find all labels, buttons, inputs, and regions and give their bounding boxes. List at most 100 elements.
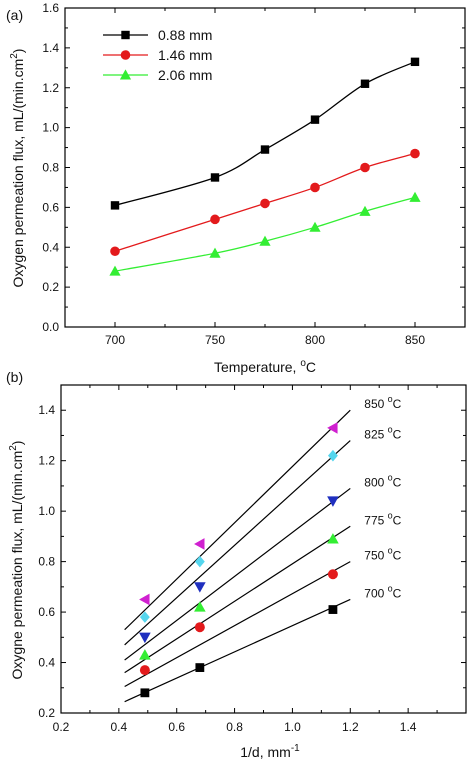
data-point-2-a xyxy=(310,182,320,193)
x-tick-label-b: 0.2 xyxy=(53,720,70,734)
data-point-1-a xyxy=(310,115,320,124)
fit-lines-b xyxy=(124,409,351,703)
data-point-1-b xyxy=(140,688,150,698)
data-point-2-a xyxy=(360,162,370,173)
series-line-1-a xyxy=(114,61,416,207)
legend-marker-2-a xyxy=(120,50,131,60)
x-tick-label-b: 1.4 xyxy=(400,720,417,734)
x-tick-label-a: 850 xyxy=(405,333,425,347)
legend-marker-1-a xyxy=(121,30,130,40)
data-point-6-b xyxy=(327,422,338,434)
temperature-label-5-b: 825 oC xyxy=(364,425,401,442)
data-point-6-b xyxy=(194,538,205,550)
x-axis-label-a: Temperature, oC xyxy=(214,358,316,375)
y-tick-label-a: 1.4 xyxy=(42,41,59,55)
panel-a: (a) Temperature, oC Oxygen permeation fl… xyxy=(6,1,466,375)
data-point-3-b xyxy=(194,601,206,612)
fit-line-1-b xyxy=(124,598,351,703)
data-point-2-b xyxy=(194,622,205,633)
data-point-3-a xyxy=(309,221,321,232)
y-tick-label-a: 1.2 xyxy=(42,81,59,95)
temperature-label-3-b: 775 oC xyxy=(364,510,401,527)
data-point-1-b xyxy=(195,663,205,672)
data-point-2-a xyxy=(410,148,420,159)
legend-label-1-a: 0.88 mm xyxy=(158,27,212,43)
axes-a: 0.0 0.2 0.4 0.6 0.8 1.0 1.2 1.4 1.6 700 750 800 850 xyxy=(42,1,465,347)
x-tick-label-a: 750 xyxy=(205,333,225,347)
data-point-3-a xyxy=(359,205,371,216)
plot-frame-b xyxy=(60,384,467,714)
data-point-1-a xyxy=(360,79,370,88)
y-tick-label-a: 0.8 xyxy=(42,161,59,175)
data-point-3-b xyxy=(327,533,339,544)
y-axis-label-b: Oxygne permeation flux, mL/(min.cm2) xyxy=(8,441,25,680)
legend-a: 0.88 mm 1.46 mm 2.06 mm xyxy=(103,27,212,83)
y-tick-label-b: 1.2 xyxy=(38,454,55,468)
data-point-5-b xyxy=(194,555,205,568)
x-tick-label-b: 1.0 xyxy=(284,720,301,734)
x-tick-label-b: 1.2 xyxy=(342,720,359,734)
x-tick-label-b: 0.8 xyxy=(226,720,243,734)
temperature-labels-b: 700 oC 750 oC 775 oC 800 oC 825 oC 850 oC xyxy=(364,394,401,600)
markers-b xyxy=(139,422,339,698)
y-tick-label-a: 0.0 xyxy=(42,320,59,334)
fit-line-5-b xyxy=(124,440,351,646)
data-point-2-a xyxy=(210,214,220,225)
temperature-label-2-b: 750 oC xyxy=(364,546,401,563)
legend-label-3-a: 2.06 mm xyxy=(158,67,212,83)
data-point-5-b xyxy=(327,449,338,462)
y-tick-label-a: 1.0 xyxy=(42,121,59,135)
data-point-3-a xyxy=(259,235,271,246)
fit-line-4-b xyxy=(124,487,351,661)
data-point-3-b xyxy=(139,649,151,660)
y-tick-label-a: 0.4 xyxy=(42,240,59,254)
x-tick-label-b: 0.6 xyxy=(168,720,185,734)
legend-marker-3-a xyxy=(119,69,132,80)
series-line-3-a xyxy=(114,196,416,272)
panel-label-a: (a) xyxy=(6,7,23,23)
data-point-1-a xyxy=(110,201,120,210)
data-point-3-a xyxy=(109,265,121,276)
y-tick-label-b: 0.6 xyxy=(38,605,55,619)
data-point-2-b xyxy=(327,569,338,580)
data-point-1-a xyxy=(260,145,270,154)
fit-line-2-b xyxy=(124,561,351,688)
x-axis-label-b: 1/d, mm-1 xyxy=(240,743,300,760)
x-tick-label-a: 800 xyxy=(305,333,325,347)
y-tick-label-b: 0.2 xyxy=(38,706,55,720)
data-point-4-b xyxy=(327,496,339,507)
y-tick-label-a: 1.6 xyxy=(42,1,59,15)
fit-line-3-b xyxy=(124,525,351,674)
y-tick-label-b: 0.8 xyxy=(38,555,55,569)
temperature-label-6-b: 850 oC xyxy=(364,394,401,411)
axes-b: 0.2 0.4 0.6 0.8 1.0 1.2 1.4 0.2 0.4 0.6 0.8 1.0 1.2 1… xyxy=(38,385,466,734)
data-point-1-b xyxy=(328,605,338,614)
panel-label-b: (b) xyxy=(6,369,23,385)
data-point-3-a xyxy=(209,247,221,258)
y-axis-label-a: Oxygen permeation flux, mL/(min.cm2) xyxy=(9,49,26,288)
data-point-2-b xyxy=(139,665,150,676)
data-point-4-b xyxy=(139,632,151,644)
data-point-1-a xyxy=(210,173,220,182)
x-tick-label-a: 700 xyxy=(105,333,125,347)
y-tick-label-b: 1.0 xyxy=(38,504,55,518)
data-point-1-a xyxy=(410,57,420,67)
markers-a xyxy=(109,57,421,276)
data-point-4-b xyxy=(194,582,206,593)
panel-b: (b) 1/d, mm-1 Oxygne permeation flux, mL… xyxy=(6,369,467,760)
data-point-3-a xyxy=(409,191,421,202)
legend-label-2-a: 1.46 mm xyxy=(158,47,212,63)
data-point-2-a xyxy=(260,198,270,209)
y-tick-label-a: 0.6 xyxy=(42,200,59,214)
y-tick-label-b: 0.4 xyxy=(38,656,55,670)
data-point-6-b xyxy=(139,593,150,606)
temperature-label-1-b: 700 oC xyxy=(364,583,401,600)
y-tick-label-b: 1.4 xyxy=(38,403,55,417)
fit-line-6-b xyxy=(124,409,351,631)
y-tick-label-a: 0.2 xyxy=(42,280,59,294)
data-point-5-b xyxy=(139,611,150,623)
x-tick-label-b: 0.4 xyxy=(111,720,128,734)
temperature-label-4-b: 800 oC xyxy=(364,472,401,489)
data-point-2-a xyxy=(110,246,120,257)
